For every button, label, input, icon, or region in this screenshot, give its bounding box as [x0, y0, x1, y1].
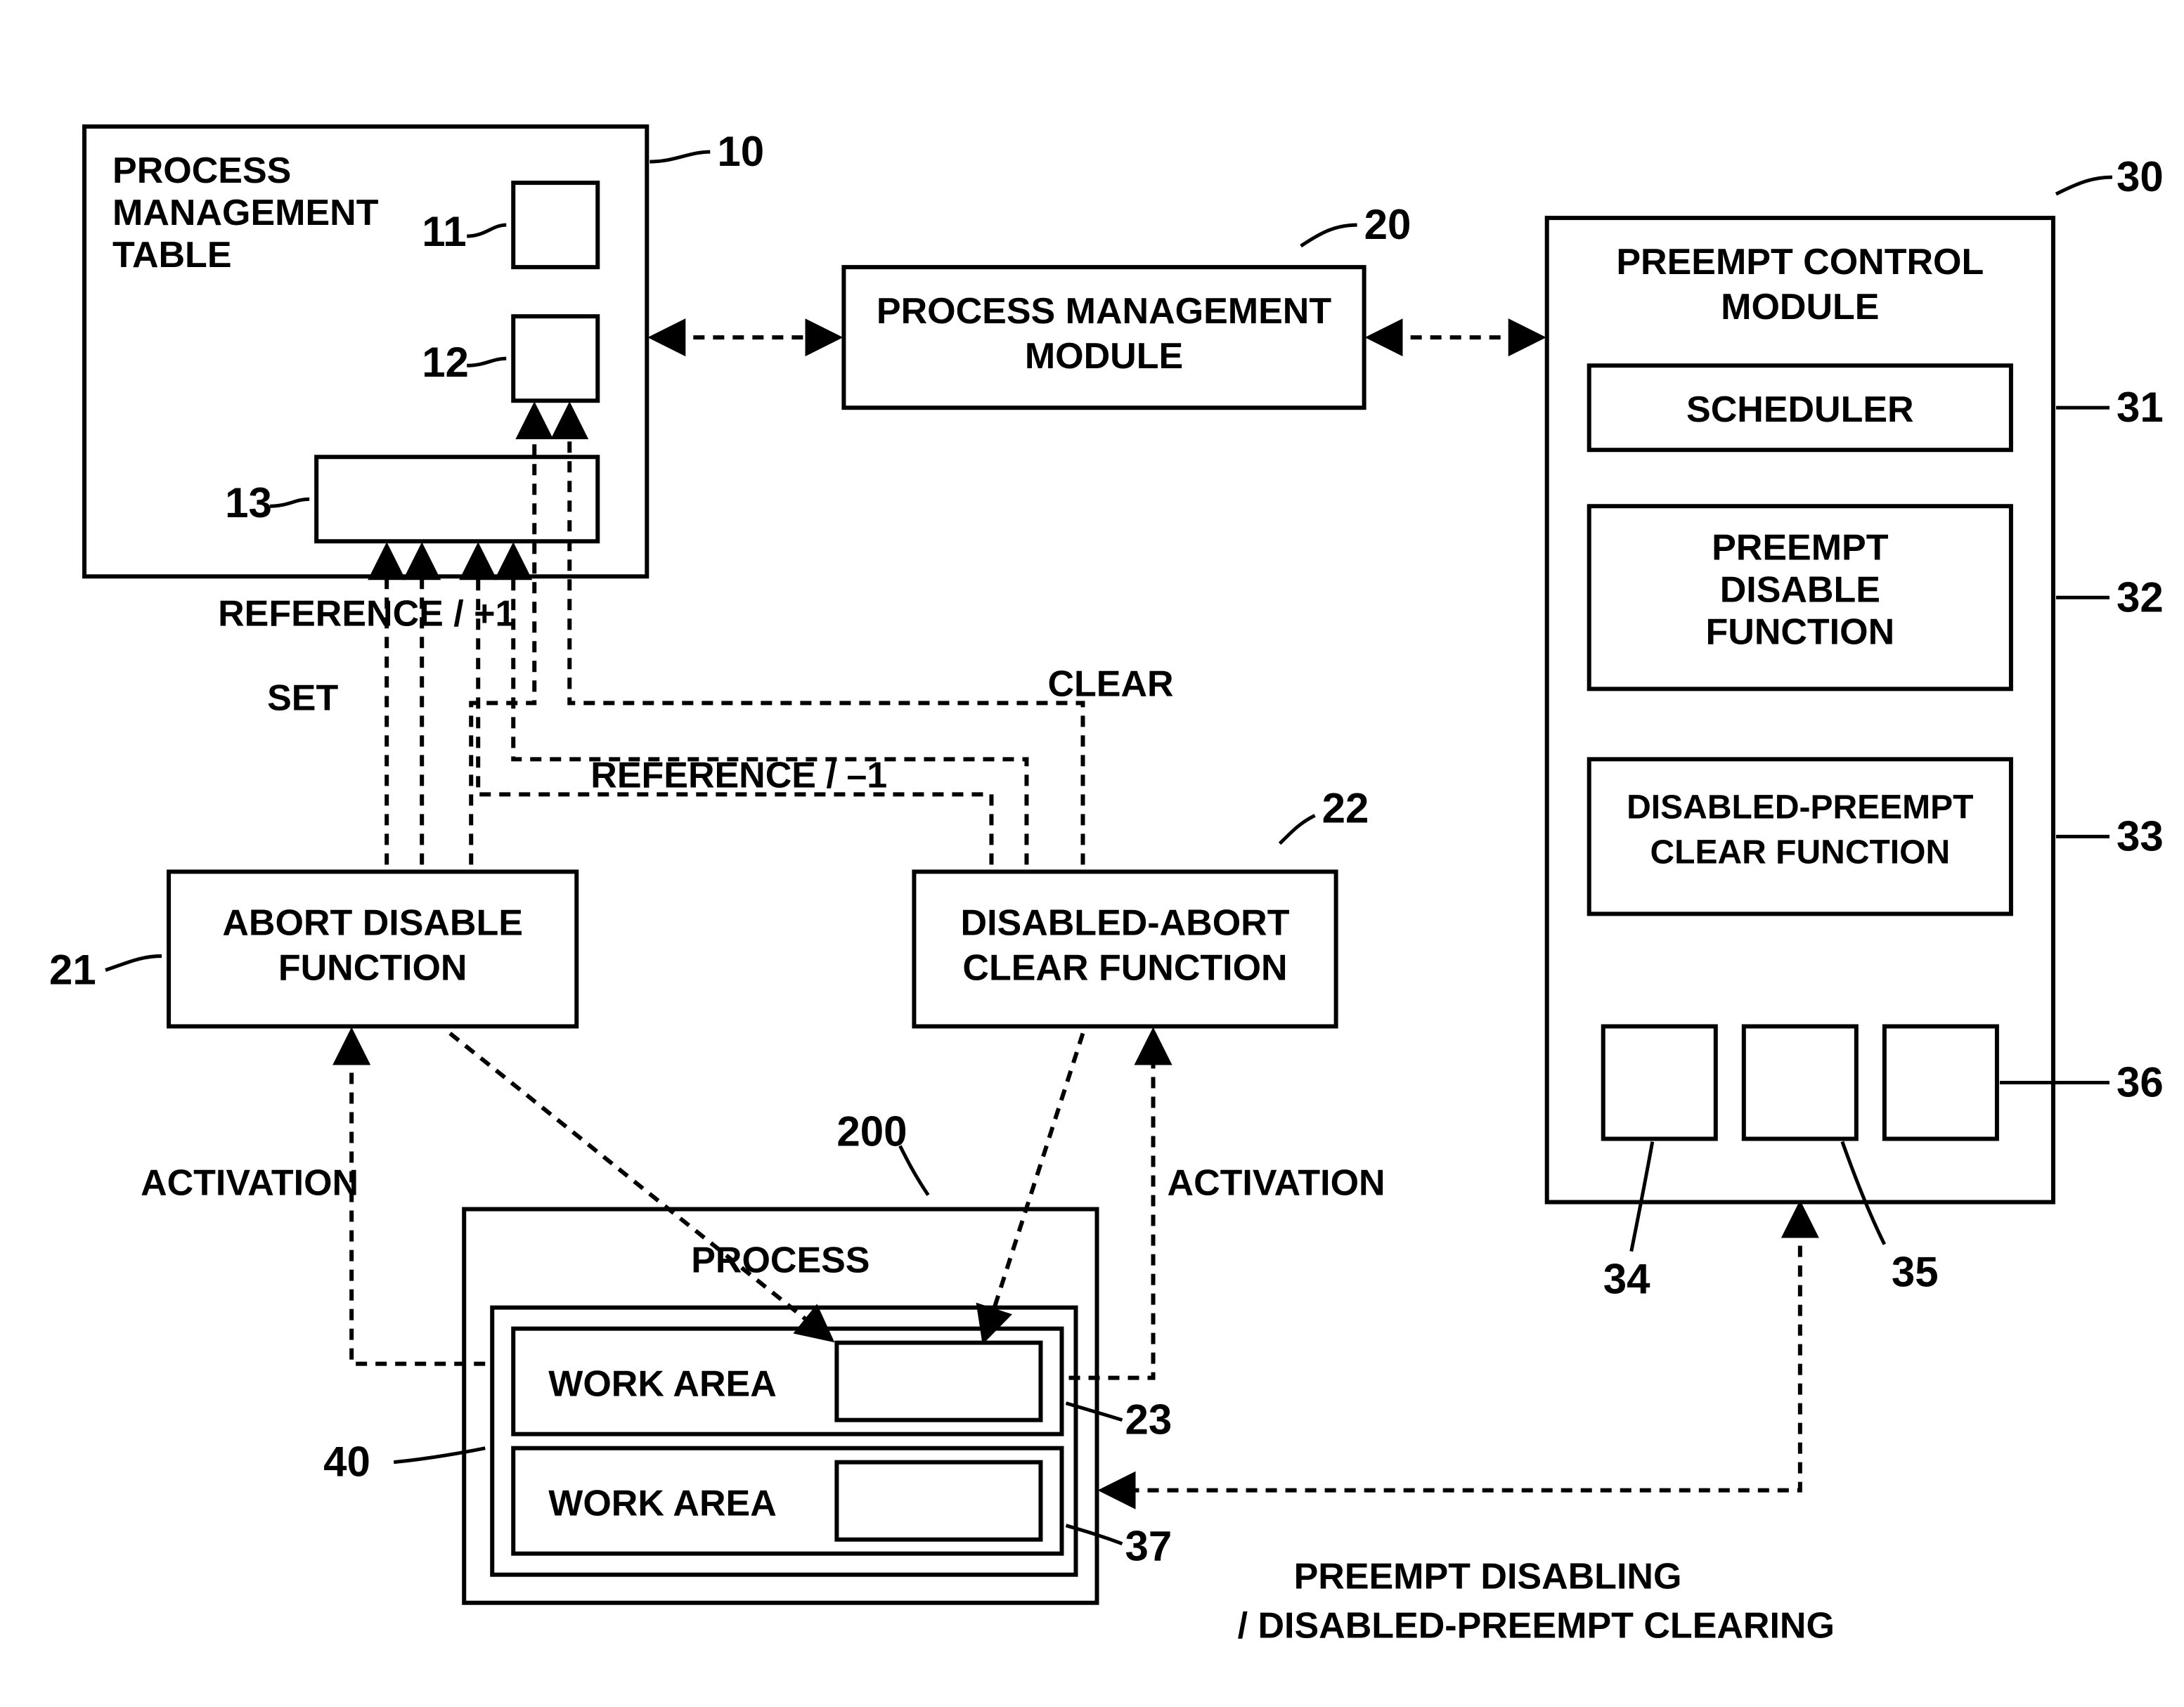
- ref-33: 33: [2117, 812, 2164, 859]
- lbl-activation-r: ACTIVATION: [1168, 1163, 1385, 1204]
- ref-12: 12: [422, 339, 469, 386]
- dpcf-l1: DISABLED-PREEMPT: [1627, 788, 1973, 826]
- process-management-table: PROCESS MANAGEMENT TABLE 11 12 13: [84, 126, 647, 576]
- pcm-l2: MODULE: [1721, 287, 1879, 327]
- ref-31: 31: [2117, 384, 2164, 431]
- dacf-l1: DISABLED-ABORT: [961, 902, 1290, 943]
- abort-disable-function: ABORT DISABLE FUNCTION: [169, 871, 576, 1026]
- edge-preempt: [1104, 1207, 1800, 1491]
- leader-10: [650, 152, 710, 162]
- edge-refminus-a: [478, 548, 991, 864]
- ref-20: 20: [1364, 201, 1411, 248]
- lbl-refminus: REFERENCE / –1: [590, 755, 887, 796]
- scheduler-label: SCHEDULER: [1686, 389, 1914, 430]
- lbl-refplus: REFERENCE / +1: [218, 593, 515, 634]
- pdf-l1: PREEMPT: [1712, 527, 1889, 568]
- work-area-37-cell: [836, 1462, 1040, 1540]
- box-35: [1744, 1026, 1856, 1138]
- diagram-canvas: PROCESS MANAGEMENT TABLE 11 12 13 10 PRO…: [0, 0, 2184, 1707]
- entry-12: [513, 316, 597, 401]
- pmm-l2: MODULE: [1025, 336, 1183, 377]
- adf-l2: FUNCTION: [278, 947, 467, 988]
- ref-22: 22: [1322, 784, 1369, 831]
- lbl-set: SET: [267, 677, 338, 718]
- leader-30: [2056, 177, 2112, 194]
- box-34: [1603, 1026, 1716, 1138]
- ref-23: 23: [1125, 1396, 1172, 1443]
- ref-36: 36: [2117, 1059, 2164, 1106]
- lbl-preempt-l1: PREEMPT DISABLING: [1294, 1557, 1682, 1597]
- disabled-abort-clear-function: DISABLED-ABORT CLEAR FUNCTION: [914, 871, 1336, 1026]
- process-block: PROCESS WORK AREA WORK AREA: [464, 1209, 1097, 1603]
- pmm-l1: PROCESS MANAGEMENT: [877, 291, 1331, 332]
- pdf-l3: FUNCTION: [1706, 611, 1895, 652]
- ref-11: 11: [422, 208, 466, 255]
- pdf-l2: DISABLE: [1720, 569, 1880, 610]
- ref-32: 32: [2117, 573, 2164, 621]
- adf-l1: ABORT DISABLE: [222, 902, 523, 943]
- process-management-module: PROCESS MANAGEMENT MODULE: [844, 267, 1364, 408]
- dpcf-l2: CLEAR FUNCTION: [1650, 833, 1951, 871]
- edge-refminus-b: [513, 548, 1026, 864]
- ref-30: 30: [2117, 153, 2164, 200]
- ref-34: 34: [1603, 1256, 1650, 1303]
- leader-21: [105, 956, 162, 970]
- ref-13: 13: [225, 479, 272, 526]
- ref-21: 21: [49, 946, 96, 993]
- wa2-label: WORK AREA: [548, 1484, 777, 1524]
- lbl-preempt-l2: / DISABLED-PREEMPT CLEARING: [1238, 1606, 1835, 1647]
- ref-35: 35: [1892, 1249, 1939, 1296]
- pmt-title-l2: MANAGEMENT: [112, 193, 379, 233]
- pmt-title-l1: PROCESS: [112, 150, 291, 191]
- ref-10: 10: [717, 128, 764, 175]
- leader-22: [1280, 815, 1315, 843]
- leader-20: [1301, 225, 1357, 246]
- entry-11: [513, 183, 597, 267]
- lbl-clear: CLEAR: [1047, 663, 1173, 704]
- wa1-label: WORK AREA: [548, 1364, 777, 1405]
- work-area-23-cell: [836, 1343, 1040, 1420]
- dacf-l2: CLEAR FUNCTION: [962, 947, 1287, 988]
- pmt-title-l3: TABLE: [112, 235, 231, 275]
- preempt-control-module: PREEMPT CONTROL MODULE SCHEDULER PREEMPT…: [1547, 218, 2053, 1202]
- ref-37: 37: [1125, 1523, 1172, 1570]
- ref-40: 40: [323, 1439, 370, 1486]
- lbl-activation-l: ACTIVATION: [141, 1163, 358, 1204]
- box-36: [1885, 1026, 1997, 1138]
- pcm-l1: PREEMPT CONTROL: [1616, 242, 1984, 283]
- entry-13: [316, 457, 597, 541]
- ref-200: 200: [836, 1108, 907, 1155]
